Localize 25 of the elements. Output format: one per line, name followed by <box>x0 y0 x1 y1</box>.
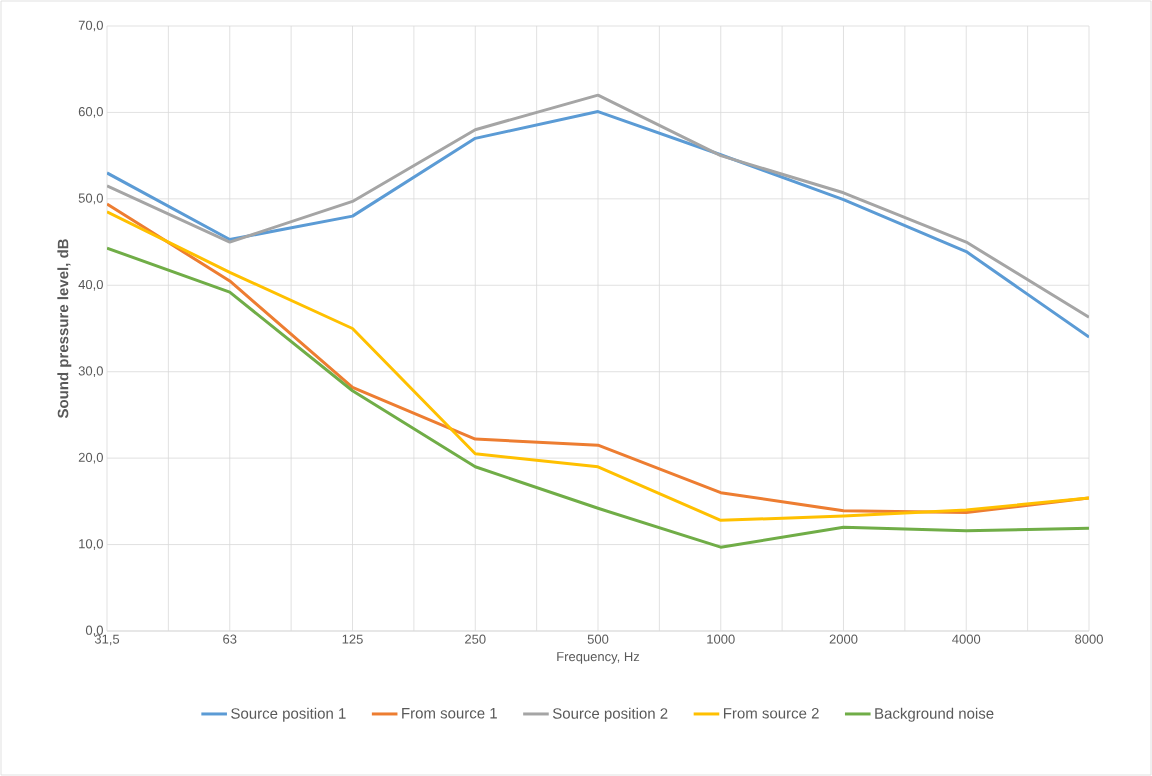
legend-label: From source 2 <box>723 707 819 719</box>
line-series <box>107 110 1089 339</box>
legend-label: From source 1 <box>402 708 497 719</box>
legend-label: Source position 1 <box>231 707 346 722</box>
x-tick-label: 125 <box>342 634 363 644</box>
x-tick-label: 1000 <box>707 634 735 644</box>
legend-label: Background noise <box>875 707 994 722</box>
x-tick-label: 250 <box>465 634 486 644</box>
line-series <box>107 93 1089 319</box>
y-tick-label: 30,0 <box>78 366 103 378</box>
x-tick-label: 63 <box>223 634 237 644</box>
y-tick-label: 50,0 <box>78 193 103 205</box>
legend-label: Source position 2 <box>552 707 668 722</box>
x-tick-label: 8000 <box>1075 634 1103 644</box>
y-tick-label: 40,0 <box>78 279 103 291</box>
y-tick-label: 20,0 <box>78 452 103 464</box>
x-tick-label: 4000 <box>952 634 981 644</box>
y-tick-label: 60,0 <box>78 107 103 118</box>
y-tick-label: 10,0 <box>79 539 103 550</box>
line-series <box>107 246 1089 549</box>
y-axis-title: Sound pressure level, dB <box>57 239 72 419</box>
x-axis-title: Frequency, Hz <box>557 652 640 664</box>
x-tick-label: 2000 <box>829 634 858 644</box>
y-tick-label: 70,0 <box>78 20 103 32</box>
x-tick-label: 500 <box>587 634 609 644</box>
